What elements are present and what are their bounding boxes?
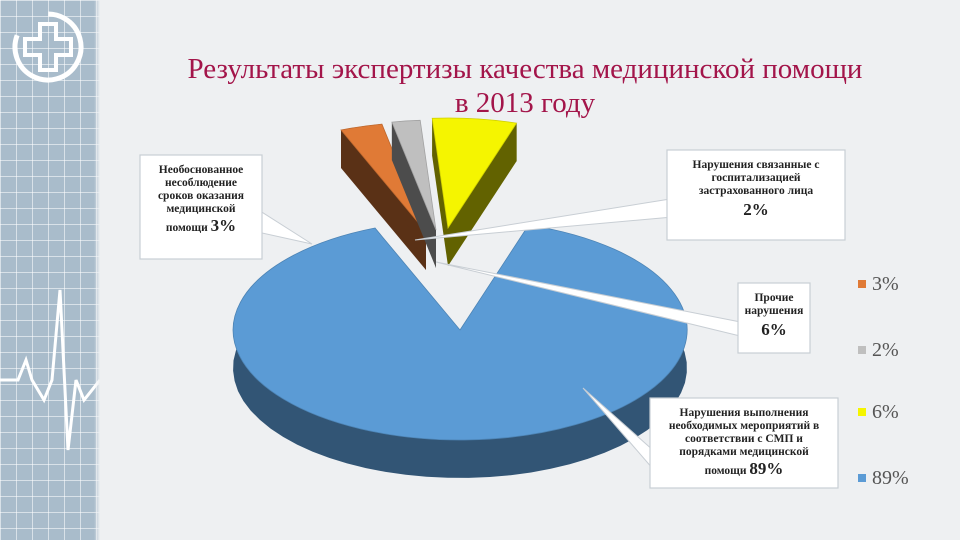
pie-slice-top xyxy=(391,119,437,231)
pie-slice-top xyxy=(340,123,427,233)
pie-slice-4 xyxy=(232,224,688,478)
callout-pointer xyxy=(261,211,313,245)
callout-label-line: соответствии с СМП и xyxy=(685,433,803,445)
pie-slice-3 xyxy=(431,117,518,266)
legend-label: 6% xyxy=(872,400,899,423)
callout-value: 3% xyxy=(211,216,237,235)
pie-slice-1 xyxy=(340,123,427,270)
title-line-2: в 2013 году xyxy=(454,87,596,119)
page-title: Результаты экспертизы качества медицинск… xyxy=(110,52,940,120)
callout-label-line: Нарушения связанные с xyxy=(693,159,820,171)
callout-label-line: застрахованного лица xyxy=(699,185,813,197)
legend-label: 2% xyxy=(872,338,899,361)
callout-box xyxy=(666,149,846,241)
medical-cross-logo-icon xyxy=(12,11,84,83)
callout-label-line: помощи 89% xyxy=(705,459,784,478)
callout-label-line: госпитализацией xyxy=(711,172,800,184)
pie-slice-wall xyxy=(341,130,426,270)
pie-slice-wall xyxy=(391,122,436,268)
callout-label-line: Прочие xyxy=(754,292,793,304)
legend-item: 3% xyxy=(858,272,899,296)
callout-box xyxy=(737,282,811,354)
callout-box xyxy=(649,397,839,489)
legend-swatch xyxy=(858,474,866,482)
callout-value: 89% xyxy=(749,459,783,478)
title-line-1: Результаты экспертизы качества медицинск… xyxy=(187,53,863,85)
callout-label-line: необходимых мероприятий в xyxy=(669,420,819,432)
callout-2: Нарушения связанные сгоспитализациейзаст… xyxy=(414,149,846,241)
legend-swatch xyxy=(858,346,866,354)
callout-label-line: помощи 3% xyxy=(166,216,236,235)
callout-value: 2% xyxy=(743,200,769,219)
legend-label: 89% xyxy=(872,466,909,489)
legend-item: 6% xyxy=(858,400,899,424)
callout-label-line: Нарушения выполнения xyxy=(680,407,809,419)
callout-label-line: нарушения xyxy=(745,305,804,317)
legend-swatch xyxy=(858,408,866,416)
pie-slice-wall xyxy=(448,123,517,266)
legend-swatch xyxy=(858,280,866,288)
legend-label: 3% xyxy=(872,272,899,295)
callout-label-line: медицинской xyxy=(166,203,235,215)
callout-value: 6% xyxy=(761,320,787,339)
callout-label-line: Необоснованное xyxy=(159,164,243,176)
callout-label-line: сроков оказания xyxy=(158,190,244,202)
decorative-grid-panel xyxy=(0,0,100,540)
pie-slice-wall xyxy=(432,118,448,266)
callout-label-line: несоблюдение xyxy=(165,177,237,189)
legend-item: 89% xyxy=(858,466,909,490)
heartbeat-line-icon xyxy=(0,289,100,451)
pie-slice-top xyxy=(431,117,518,230)
pie-slice-top xyxy=(232,224,688,441)
callout-box xyxy=(139,154,263,260)
legend-item: 2% xyxy=(858,338,899,362)
pie-slice-2 xyxy=(391,119,437,268)
callout-label-line: порядками медицинской xyxy=(679,446,809,458)
